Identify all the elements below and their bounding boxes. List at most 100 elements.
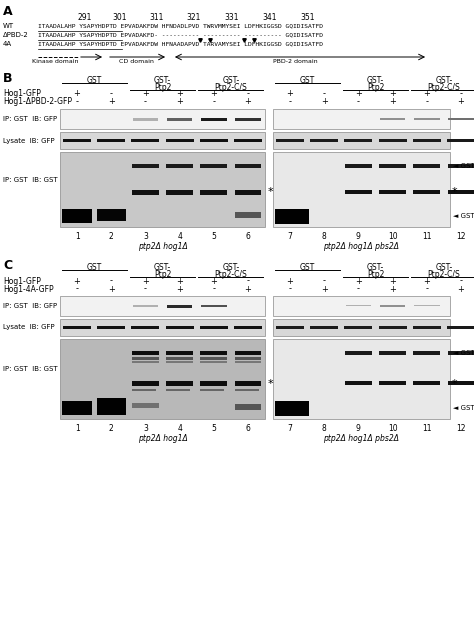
Bar: [235, 118, 261, 121]
Text: -: -: [459, 276, 463, 286]
Bar: [166, 389, 190, 391]
Text: +: +: [321, 284, 328, 294]
Text: ptp2Δ hog1Δ pbs2Δ: ptp2Δ hog1Δ pbs2Δ: [323, 434, 400, 443]
Bar: [447, 326, 474, 329]
Bar: [201, 351, 227, 355]
Bar: [63, 326, 91, 329]
Bar: [275, 209, 310, 224]
Text: 9: 9: [356, 424, 361, 433]
Text: IP: GST  IB: GST: IP: GST IB: GST: [3, 366, 58, 372]
Text: +: +: [389, 89, 396, 99]
Bar: [276, 139, 304, 142]
Bar: [201, 381, 227, 386]
Text: GST-: GST-: [435, 76, 453, 85]
Bar: [447, 381, 474, 385]
Bar: [413, 164, 440, 168]
Bar: [275, 401, 310, 416]
Bar: [273, 319, 450, 336]
Bar: [131, 326, 159, 329]
Bar: [447, 351, 474, 354]
Text: Ptp2-C/S: Ptp2-C/S: [428, 270, 460, 279]
Text: -: -: [289, 98, 292, 106]
Text: 331: 331: [225, 13, 239, 22]
Text: PBD-2 domain: PBD-2 domain: [273, 59, 317, 64]
Bar: [447, 139, 474, 142]
Bar: [413, 381, 440, 385]
Text: Ptp2: Ptp2: [154, 270, 171, 279]
Text: +: +: [287, 89, 293, 99]
Bar: [273, 152, 450, 227]
Text: Ptp2-C/S: Ptp2-C/S: [214, 270, 247, 279]
Bar: [133, 304, 158, 307]
Text: ITAADALAHP YSAPYHDPTD EPVADAKFDW HFNAADAPVD TARVAMYSEI LDFHKIGGSD GQIDISATFD: ITAADALAHP YSAPYHDPTD EPVADAKFDW HFNAADA…: [38, 41, 323, 46]
Text: +: +: [73, 89, 81, 99]
Text: -: -: [289, 284, 292, 294]
Text: 301: 301: [113, 13, 127, 22]
Bar: [235, 361, 261, 362]
Bar: [345, 190, 372, 194]
Text: ◄ GST-Ptp2: ◄ GST-Ptp2: [453, 350, 474, 356]
Text: 2: 2: [109, 232, 114, 241]
Text: 11: 11: [422, 424, 431, 433]
Text: *: *: [268, 188, 273, 198]
Text: +: +: [142, 276, 149, 286]
Text: 3: 3: [143, 232, 148, 241]
Bar: [234, 326, 262, 329]
Text: 12: 12: [456, 424, 465, 433]
Bar: [345, 164, 372, 168]
Bar: [60, 152, 265, 227]
Bar: [379, 326, 407, 329]
Text: -: -: [212, 98, 215, 106]
Text: WT: WT: [3, 23, 14, 29]
Bar: [379, 164, 406, 168]
Text: ptp2Δ hog1Δ pbs2Δ: ptp2Δ hog1Δ pbs2Δ: [323, 242, 400, 251]
Text: -: -: [425, 284, 428, 294]
Bar: [132, 361, 159, 362]
Text: 8: 8: [322, 424, 327, 433]
Text: CD domain: CD domain: [118, 59, 154, 64]
Text: +: +: [245, 98, 251, 106]
Text: -: -: [425, 98, 428, 106]
Bar: [60, 339, 265, 419]
Bar: [166, 351, 193, 355]
Bar: [132, 164, 159, 168]
Text: +: +: [176, 284, 183, 294]
Text: 351: 351: [301, 13, 315, 22]
Bar: [273, 109, 450, 129]
Text: IP: GST  IB: GST: IP: GST IB: GST: [3, 177, 58, 184]
Bar: [166, 164, 193, 168]
Bar: [97, 401, 126, 413]
Bar: [235, 404, 261, 410]
Bar: [448, 118, 474, 120]
Bar: [235, 389, 259, 391]
Text: Ptp2-C/S: Ptp2-C/S: [428, 83, 460, 92]
Text: Lysate  IB: GFP: Lysate IB: GFP: [3, 138, 55, 144]
Bar: [201, 357, 227, 359]
Text: 341: 341: [263, 13, 277, 22]
Bar: [235, 351, 261, 355]
Text: -: -: [110, 89, 113, 99]
Text: -: -: [144, 284, 147, 294]
Bar: [132, 389, 156, 391]
Text: Ptp2-C/S: Ptp2-C/S: [214, 83, 247, 92]
Text: 2: 2: [109, 424, 114, 433]
Text: GST-: GST-: [367, 263, 384, 272]
Bar: [379, 351, 406, 354]
Bar: [310, 139, 338, 142]
Bar: [132, 381, 159, 386]
Text: GST-: GST-: [154, 263, 171, 272]
Bar: [380, 304, 405, 307]
Text: 6: 6: [246, 232, 250, 241]
Bar: [132, 403, 159, 408]
Text: +: +: [287, 276, 293, 286]
Text: Kinase domain: Kinase domain: [32, 59, 78, 64]
Bar: [131, 139, 159, 142]
Bar: [414, 304, 439, 306]
Text: Lysate  IB: GFP: Lysate IB: GFP: [3, 324, 55, 331]
Bar: [167, 304, 192, 308]
Text: +: +: [176, 89, 183, 99]
Text: 11: 11: [422, 232, 431, 241]
Text: GST-: GST-: [154, 76, 171, 85]
Text: -: -: [323, 89, 326, 99]
Text: 12: 12: [456, 232, 465, 241]
